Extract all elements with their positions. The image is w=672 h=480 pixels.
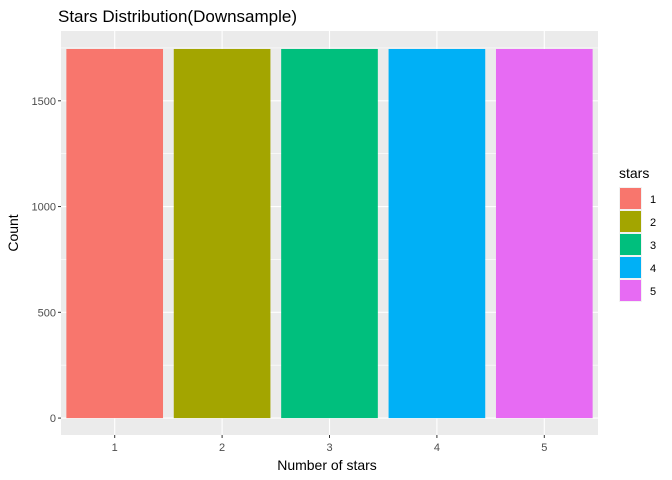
bar-3 (281, 48, 378, 419)
y-axis-title: Count (5, 214, 21, 251)
bar-1 (66, 48, 164, 419)
y-tick-label: 0 (50, 413, 56, 425)
x-tick-label: 2 (219, 442, 225, 454)
legend-swatch-3 (620, 234, 641, 255)
legend: stars 1 2 3 4 5 (619, 165, 656, 302)
legend-label-4: 4 (650, 263, 656, 275)
legend-swatch-1 (620, 188, 641, 209)
x-tick-label: 1 (112, 442, 118, 454)
legend-swatch-5 (620, 280, 641, 301)
y-tick-label: 1000 (32, 202, 56, 214)
bar-2 (173, 48, 271, 419)
legend-label-3: 3 (650, 240, 656, 252)
x-tick-label: 4 (434, 442, 440, 454)
legend-label-2: 2 (650, 217, 656, 229)
y-axis: 0 500 1000 1500 (32, 96, 61, 425)
x-axis: 1 2 3 4 5 (112, 435, 547, 454)
chart-title: Stars Distribution(Downsample) (58, 7, 297, 26)
y-tick-label: 500 (38, 307, 56, 319)
bar-4 (388, 48, 486, 419)
legend-label-1: 1 (650, 194, 656, 206)
bar-5 (495, 48, 593, 419)
legend-label-5: 5 (650, 286, 656, 298)
legend-swatch-2 (620, 211, 641, 232)
x-tick-label: 5 (541, 442, 547, 454)
x-tick-label: 3 (326, 442, 332, 454)
bars (66, 48, 593, 419)
x-axis-title: Number of stars (277, 457, 377, 473)
y-tick-label: 1500 (32, 96, 56, 108)
legend-swatch-4 (620, 257, 641, 278)
legend-title: stars (619, 165, 649, 181)
